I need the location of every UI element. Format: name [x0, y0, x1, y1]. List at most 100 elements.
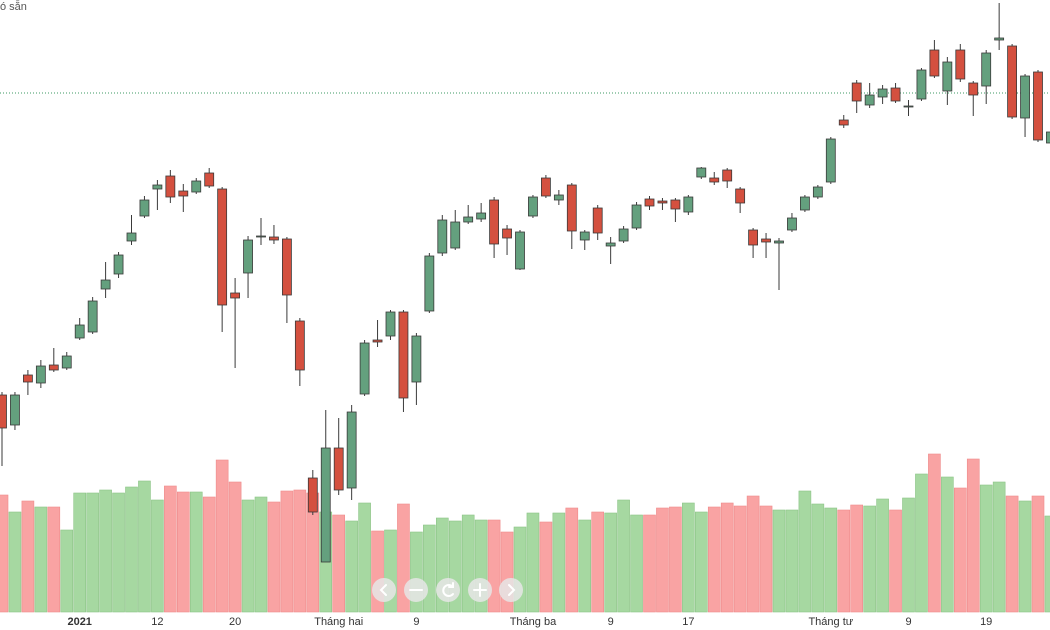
volume-bar [928, 453, 941, 613]
candle-body [825, 138, 836, 183]
candle-body [631, 204, 642, 229]
reset-button[interactable] [436, 578, 460, 602]
candle-body [1020, 75, 1030, 119]
volume-bar [850, 504, 864, 613]
zoom-in-button[interactable] [468, 578, 492, 602]
candle-body [528, 196, 538, 217]
candle-body [502, 228, 512, 239]
candle-body [450, 221, 461, 249]
x-tick-label: 12 [151, 616, 163, 628]
volume-bar [177, 491, 190, 613]
volume-bar [345, 520, 358, 613]
volume-bar [733, 505, 747, 613]
candle-body [165, 175, 176, 198]
candle-body [722, 169, 733, 182]
volume-layer [0, 453, 1050, 613]
x-tick-label: 9 [413, 616, 419, 628]
candle-body [307, 477, 318, 513]
x-tick-label: Tháng tư [808, 616, 853, 628]
volume-bar [979, 484, 993, 613]
candle-body [359, 342, 370, 395]
candle-body [696, 167, 707, 178]
volume-bar [34, 506, 48, 613]
volume-bar [565, 507, 579, 613]
volume-bar [552, 512, 566, 613]
candle-body [709, 177, 720, 183]
candle-body [579, 231, 590, 241]
candle-body [877, 88, 888, 98]
candle-body [618, 228, 629, 242]
time-axis: 2021 12 20 Tháng hai 9 Tháng ba 9 17 Tháng tư 9 19 [0, 613, 1050, 630]
candle-body [411, 335, 422, 383]
candle-body [864, 94, 875, 106]
volume-bar [8, 511, 22, 613]
volume-bar [759, 505, 773, 613]
volume-bar [953, 487, 967, 613]
candle-body [476, 212, 487, 220]
header-text: ó sẵn [0, 0, 27, 13]
candle-body [657, 200, 668, 204]
candle-body [74, 324, 85, 339]
candle-body [320, 447, 331, 563]
volume-bar [112, 492, 125, 613]
axis-background [0, 613, 1050, 630]
candle-body [787, 217, 797, 231]
candle-body [981, 52, 992, 87]
volume-bar [215, 459, 229, 613]
candle-body [890, 87, 901, 102]
x-tick-label: 17 [682, 616, 694, 628]
volume-bar [798, 490, 812, 613]
volume-bar [21, 500, 35, 613]
volume-bar [423, 524, 436, 613]
volume-bar [1044, 515, 1050, 613]
volume-bar [526, 512, 540, 613]
candle-body [437, 219, 448, 254]
candle-body [230, 292, 241, 299]
zoom-out-button[interactable] [404, 578, 428, 602]
candle-body [424, 255, 435, 312]
volume-bar [151, 499, 164, 613]
x-tick-label: 2021 [67, 616, 91, 628]
x-tick-label: Tháng hai [314, 616, 363, 628]
volume-bar [772, 509, 786, 613]
volume-bar [487, 519, 501, 613]
scroll-right-button[interactable] [499, 578, 523, 602]
volume-bar [47, 506, 61, 613]
candle-body [994, 37, 1005, 41]
candle-body [683, 196, 694, 213]
candle-body [566, 184, 577, 232]
candle-body [800, 196, 810, 211]
navigation-buttons [372, 578, 523, 602]
candle-body [968, 82, 979, 96]
volume-bar [746, 495, 760, 613]
volume-bar [630, 514, 643, 613]
volume-bar [254, 496, 268, 613]
candle-body [851, 82, 862, 102]
volume-bar [60, 529, 74, 613]
volume-bar [86, 492, 99, 613]
candle-body [178, 190, 189, 197]
candle-body [191, 180, 202, 193]
volume-bar [682, 502, 695, 613]
volume-bar [578, 519, 592, 613]
candle-body [346, 411, 357, 489]
x-tick-label: 20 [229, 616, 241, 628]
volume-bar [591, 511, 605, 613]
volume-bar [785, 509, 799, 613]
volume-bar [280, 490, 294, 613]
candle-body [592, 207, 603, 234]
x-tick-label: 19 [980, 616, 992, 628]
volume-bar [0, 494, 9, 613]
candle-body [463, 216, 474, 223]
candle-body [333, 447, 344, 491]
scroll-left-button[interactable] [372, 578, 396, 602]
volume-bar [267, 501, 281, 613]
candle-body [553, 194, 564, 201]
candle-body [929, 49, 940, 77]
candle-body [398, 311, 409, 399]
volume-bar [669, 506, 682, 613]
volume-bar [539, 521, 553, 613]
candle-body [269, 236, 279, 241]
volume-bar [358, 502, 371, 613]
